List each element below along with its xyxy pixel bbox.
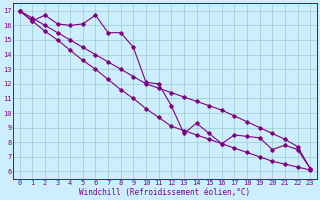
X-axis label: Windchill (Refroidissement éolien,°C): Windchill (Refroidissement éolien,°C) (79, 188, 251, 197)
